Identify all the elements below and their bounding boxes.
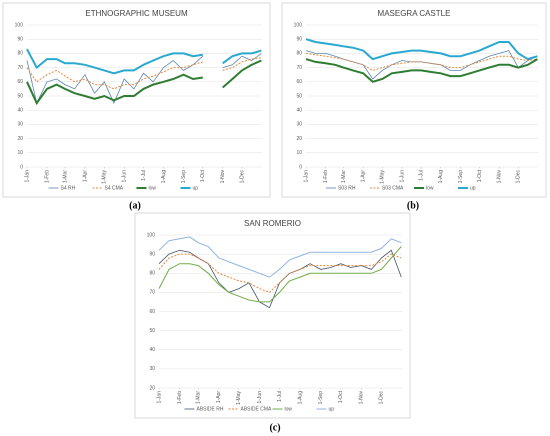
x-tick-label: 1-Dec xyxy=(379,391,385,405)
y-tick-label: 90 xyxy=(296,37,302,43)
x-tick-label: 1-Dec xyxy=(239,170,245,184)
caption: (a) xyxy=(129,200,141,211)
y-tick-label: 100 xyxy=(15,22,24,28)
x-tick-label: 1-Jun xyxy=(399,170,405,183)
series-line xyxy=(26,53,262,105)
y-tick-label: 50 xyxy=(17,93,23,99)
legend-label: S03 RH xyxy=(338,185,356,191)
caption: (c) xyxy=(269,422,280,433)
x-tick-label: 1-Nov xyxy=(359,391,365,405)
chart-frame xyxy=(134,212,411,419)
x-tick-label: 1-Mar xyxy=(62,170,68,183)
y-tick-label: 60 xyxy=(296,79,302,85)
legend-label: up xyxy=(470,185,476,191)
legend-label: S4 RH xyxy=(61,185,76,191)
y-tick-label: 50 xyxy=(149,328,155,334)
y-tick-label: 40 xyxy=(17,108,23,114)
x-tick-label: 1-Jun xyxy=(257,391,263,404)
x-tick-label: 1-Jul xyxy=(418,170,424,181)
x-tick-label: 1-Jun xyxy=(122,170,128,183)
y-tick-label: 20 xyxy=(149,385,155,391)
legend-label: low xyxy=(149,185,157,191)
x-tick-label: 1-Dec xyxy=(516,170,522,184)
x-tick-label: 1-Mar xyxy=(196,391,202,404)
series-line xyxy=(305,50,538,80)
series-line xyxy=(26,59,262,106)
y-tick-label: 20 xyxy=(17,136,23,142)
chart-title: ETHNOGRAPHIC MUSEUM xyxy=(85,9,188,18)
x-tick-label: 1-Apr xyxy=(82,170,88,183)
y-tick-label: 90 xyxy=(149,251,155,257)
legend-label: low xyxy=(426,185,434,191)
y-tick-label: 100 xyxy=(147,232,156,238)
y-tick-label: 0 xyxy=(299,164,302,170)
y-tick-label: 20 xyxy=(296,136,302,142)
x-tick-label: 1-Jul xyxy=(277,391,283,402)
x-tick-label: 1-Aug xyxy=(161,170,167,184)
series-line xyxy=(158,253,402,293)
legend-label: ABSIDE RH xyxy=(197,406,224,412)
x-tick-label: 1-Oct xyxy=(200,169,206,182)
legend-label: S4 CMA xyxy=(105,185,124,191)
x-tick-label: 1-Oct xyxy=(338,390,344,403)
y-tick-label: 30 xyxy=(17,122,23,128)
x-tick-label: 1-Sep xyxy=(458,170,464,184)
y-tick-label: 70 xyxy=(296,65,302,71)
x-tick-label: 1-May xyxy=(102,170,108,184)
x-tick-label: 1-Oct xyxy=(477,169,483,182)
x-tick-label: 1-Mar xyxy=(341,170,347,183)
y-tick-label: 80 xyxy=(17,51,23,57)
legend-label: ABSIDE CMA xyxy=(241,406,273,412)
x-tick-label: 1-May xyxy=(236,391,242,405)
chart-title: MASEGRA CASTLE xyxy=(378,9,451,18)
y-tick-label: 30 xyxy=(296,122,302,128)
y-tick-label: 70 xyxy=(149,290,155,296)
legend-label: S03 CMA xyxy=(382,185,404,191)
caption: (b) xyxy=(407,200,419,211)
x-tick-label: 1-Feb xyxy=(44,170,50,183)
y-tick-label: 30 xyxy=(149,366,155,372)
x-tick-label: 1-Jan xyxy=(303,170,309,183)
x-tick-label: 1-Jan xyxy=(156,391,162,404)
series-line xyxy=(305,58,538,83)
x-tick-label: 1-Aug xyxy=(438,170,444,184)
x-tick-label: 1-Apr xyxy=(361,170,367,183)
chart-frame xyxy=(281,2,547,198)
legend-label: low xyxy=(285,406,293,412)
series-line xyxy=(26,57,262,90)
y-tick-label: 0 xyxy=(20,164,23,170)
series-line xyxy=(305,38,538,61)
y-tick-label: 90 xyxy=(17,37,23,43)
y-tick-label: 80 xyxy=(149,271,155,277)
y-tick-label: 10 xyxy=(296,150,302,156)
x-tick-label: 1-Feb xyxy=(177,391,183,404)
x-tick-label: 1-Nov xyxy=(497,170,503,184)
x-tick-label: 1-Jul xyxy=(141,170,147,181)
x-tick-label: 1-Apr xyxy=(216,391,222,404)
x-tick-label: 1-Jan xyxy=(24,170,30,183)
x-tick-label: 1-Nov xyxy=(220,170,226,184)
x-tick-label: 1-Aug xyxy=(297,391,303,405)
y-tick-label: 60 xyxy=(149,309,155,315)
y-tick-label: 70 xyxy=(17,65,23,71)
series-line xyxy=(158,236,402,278)
series-line xyxy=(26,48,262,75)
x-tick-label: 1-May xyxy=(380,170,386,184)
chart-frame xyxy=(2,2,271,198)
y-tick-label: 50 xyxy=(296,93,302,99)
y-tick-label: 40 xyxy=(149,347,155,353)
x-tick-label: 1-Sep xyxy=(181,170,187,184)
legend-label: up xyxy=(329,406,335,412)
y-tick-label: 40 xyxy=(296,108,302,114)
y-tick-label: 100 xyxy=(294,22,303,28)
chart-title: SAN ROMERIO xyxy=(244,219,301,228)
legend-label: up xyxy=(193,185,199,191)
y-tick-label: 60 xyxy=(17,79,23,85)
y-tick-label: 80 xyxy=(296,51,302,57)
x-tick-label: 1-Feb xyxy=(323,170,329,183)
series-line xyxy=(158,246,402,303)
y-tick-label: 10 xyxy=(17,150,23,156)
x-tick-label: 1-Sep xyxy=(318,391,324,405)
